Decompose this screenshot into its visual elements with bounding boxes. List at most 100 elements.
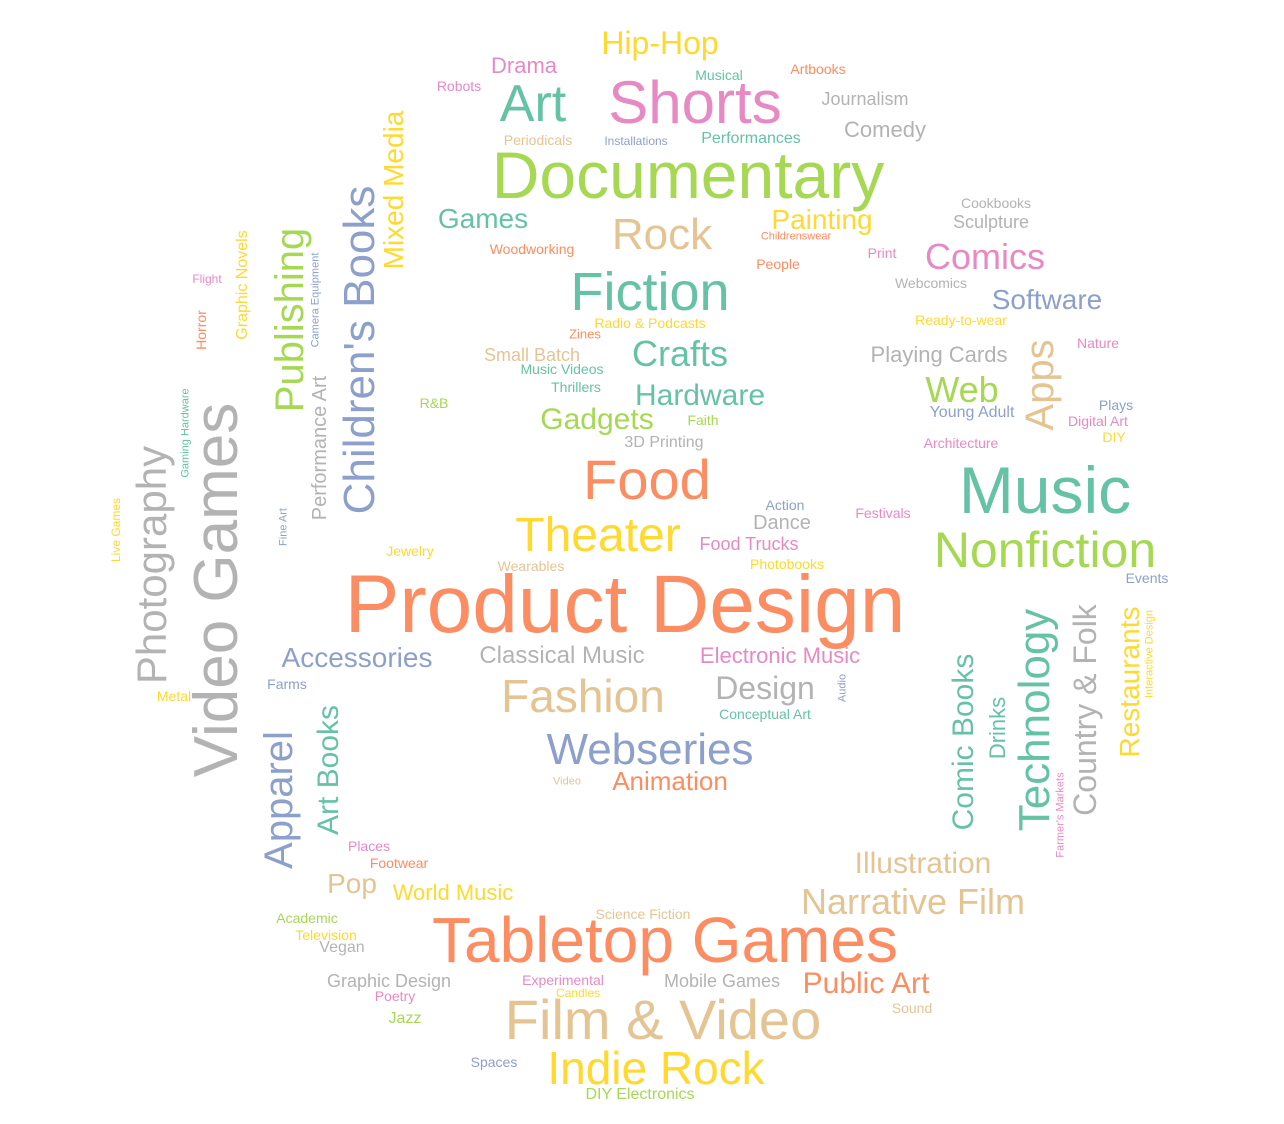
word-radio-podcasts: Radio & Podcasts [594,315,706,331]
word-rock: Rock [611,210,713,259]
word-comics: Comics [924,236,1046,277]
word-hardware: Hardware [634,379,766,412]
word-drama: Drama [490,53,558,78]
word-illustration: Illustration [854,847,992,880]
word-software: Software [991,284,1103,315]
word-thrillers: Thrillers [551,379,601,395]
word-graphic-design: Graphic Design [326,971,452,991]
word-childrenswear: Childrenswear [760,230,832,243]
word-comic-books: Comic Books [947,653,980,831]
word-metal: Metal [156,688,192,704]
word-tabletop-games: Tabletop Games [431,904,899,976]
word-small-batch: Small Batch [483,345,581,365]
word-farmer-s-markets: Farmer's Markets [1054,772,1067,858]
word-music: Music [958,453,1132,527]
word-design: Design [715,670,815,706]
word-events: Events [1125,570,1169,586]
word-audio: Audio [836,673,849,703]
word-nonfiction: Nonfiction [933,522,1157,578]
word-spaces: Spaces [470,1054,518,1070]
word-fiction: Fiction [570,262,730,322]
word-people: People [756,256,800,272]
word-ready-to-wear: Ready-to-wear [915,312,1007,328]
word-painting: Painting [771,204,873,235]
word-gaming-hardware: Gaming Hardware [179,388,192,478]
word-mobile-games: Mobile Games [663,971,781,991]
word-plays: Plays [1098,397,1134,413]
word-pop: Pop [327,868,377,899]
word-installations: Installations [604,134,668,148]
word-dance: Dance [753,512,811,534]
word-sound: Sound [891,1000,933,1016]
word-3d-printing: 3D Printing [624,434,704,451]
word-publishing: Publishing [268,227,312,413]
word-robots: Robots [436,78,482,94]
word-experimental: Experimental [522,972,604,988]
word-wearables: Wearables [497,558,565,574]
word-interactive-design: Interactive Design [1143,609,1156,699]
word-playing-cards: Playing Cards [870,342,1008,367]
word-candles: Candles [555,986,601,1000]
word-hip-hop: Hip-Hop [601,25,719,61]
word-games: Games [437,203,529,234]
word-sculpture: Sculpture [952,212,1030,232]
word-poetry: Poetry [374,988,416,1004]
word-art-books: Art Books [312,704,345,836]
word-places: Places [347,838,391,854]
word-comedy: Comedy [844,117,926,142]
word-classical-music: Classical Music [479,642,645,669]
word-drinks: Drinks [985,696,1010,760]
word-vegan: Vegan [319,939,365,956]
word-world-music: World Music [392,880,514,905]
word-children-s-books: Children's Books [335,185,384,515]
word-food: Food [583,448,711,511]
word-print: Print [867,245,897,261]
word-festivals: Festivals [855,505,911,521]
word-documentary: Documentary [491,138,885,212]
word-web: Web [925,369,999,410]
word-cookbooks: Cookbooks [960,195,1032,211]
word-performances: Performances [701,130,801,147]
word-technology: Technology [1010,608,1059,832]
word-video: Video [553,775,581,788]
word-graphic-novels: Graphic Novels [234,230,251,340]
word-video-games: Video Games [182,402,251,778]
word-diy: DIY [1102,429,1126,445]
word-country-folk: Country & Folk [1067,604,1103,816]
word-jewelry: Jewelry [386,543,434,559]
word-horror: Horror [193,310,209,350]
word-conceptual-art: Conceptual Art [719,706,811,722]
word-fine-art: Fine Art [277,508,290,546]
word-television: Television [295,927,357,943]
word-music-videos: Music Videos [520,361,604,377]
word-farms: Farms [267,676,307,692]
word-zines: Zines [569,326,601,342]
word-action: Action [765,497,805,513]
word-webseries: Webseries [546,725,754,774]
word-nature: Nature [1076,335,1120,351]
word-apps: Apps [1018,339,1062,431]
word-gadgets: Gadgets [540,403,654,436]
word-jazz: Jazz [388,1010,422,1027]
word-webcomics: Webcomics [894,275,968,291]
word-narrative-film: Narrative Film [800,881,1026,922]
word-photobooks: Photobooks [750,556,824,572]
word-restaurants: Restaurants [1114,606,1145,758]
word-academic: Academic [276,910,338,926]
word-photography: Photography [128,445,175,685]
word-indie-rock: Indie Rock [547,1042,765,1094]
word-diy-electronics: DIY Electronics [585,1086,695,1103]
word-digital-art: Digital Art [1068,413,1128,429]
word-journalism: Journalism [821,89,909,109]
word-performance-art: Performance Art [309,375,331,521]
word-camera-equipment: Camera Equipment [309,252,322,348]
word-science-fiction: Science Fiction [595,906,691,922]
word-woodworking: Woodworking [489,241,575,257]
word-periodicals: Periodicals [503,132,573,148]
word-r-b: R&B [419,395,449,411]
word-electronic-music: Electronic Music [699,643,861,668]
word-fashion: Fashion [501,670,665,722]
word-faith: Faith [687,412,719,428]
word-animation: Animation [612,766,728,796]
